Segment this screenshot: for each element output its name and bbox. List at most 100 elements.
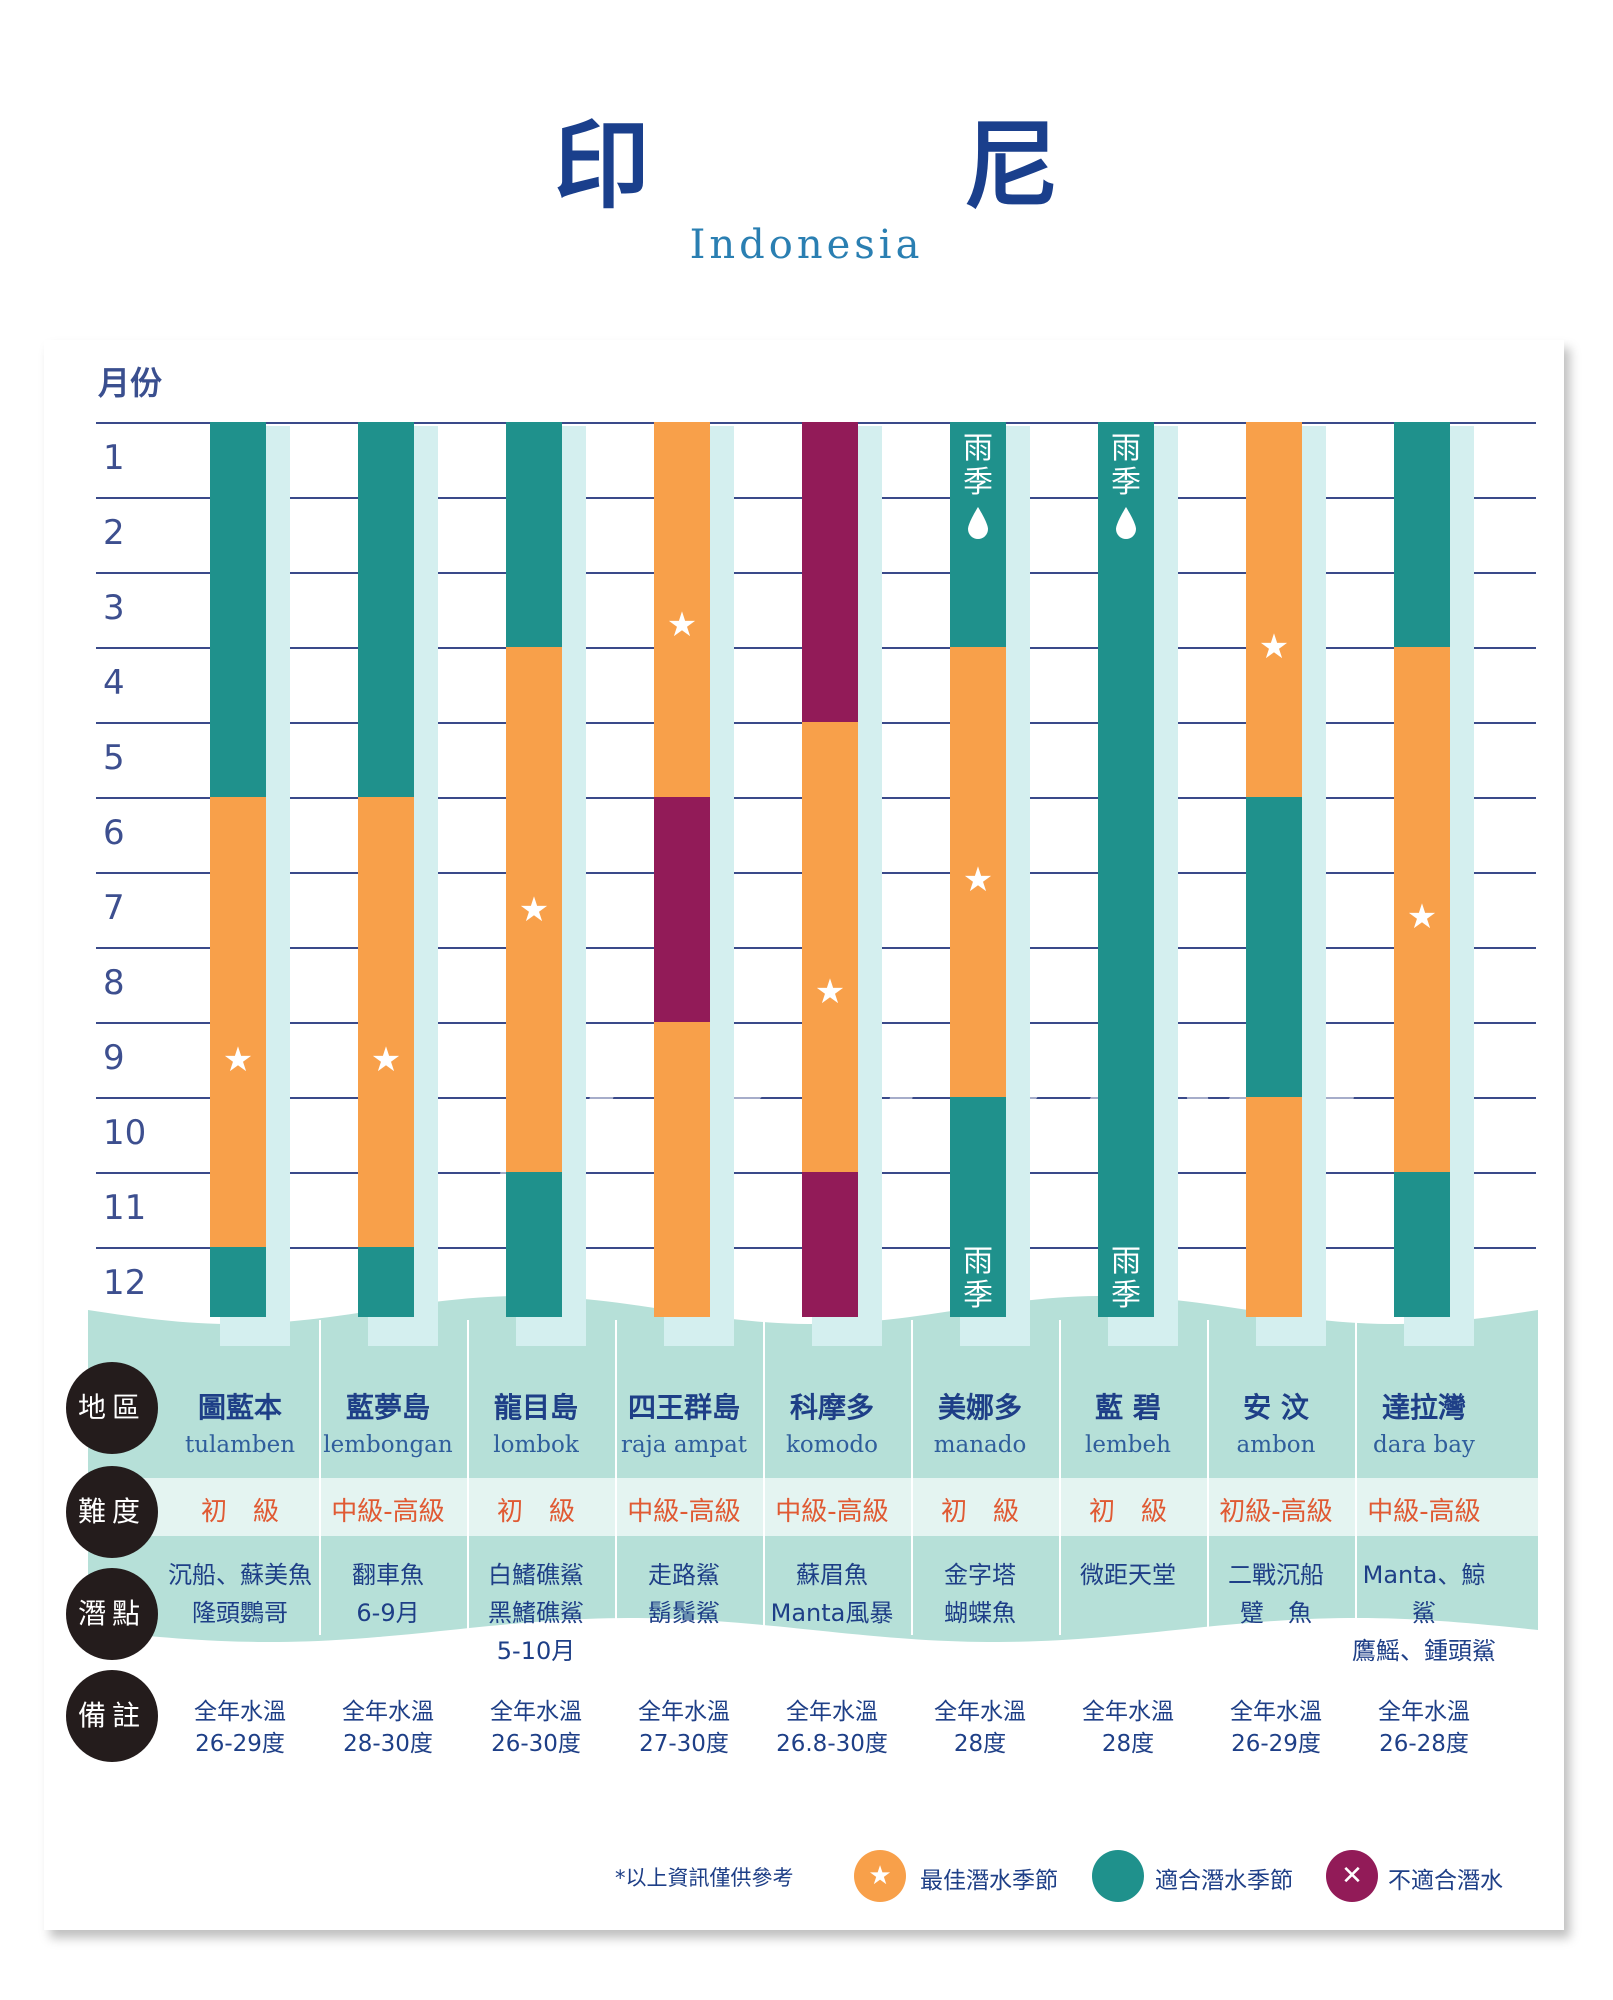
dive-spot-line: 二戰沉船 — [1228, 1561, 1324, 1589]
tick-label-month: 8 — [103, 963, 125, 1003]
dive-spot-line: 5-10月 — [496, 1637, 576, 1665]
site-difficulty: 中級-高級 — [775, 1497, 889, 1527]
site-name-en: lombok — [493, 1432, 579, 1458]
site-dive-spots: 蘇眉魚 Manta風暴 — [759, 1556, 905, 1632]
site-remarks: 全年水溫 26-29度 — [1203, 1696, 1349, 1760]
rain-season-label: 雨季 — [1111, 1244, 1141, 1313]
bar-segment-suitable — [210, 1247, 266, 1317]
row-label-difficulty: 難度 — [66, 1466, 158, 1558]
site-difficulty: 初 級 — [200, 1497, 279, 1527]
remark-line: 26-29度 — [195, 1731, 285, 1757]
cross-icon: ✕ — [1326, 1850, 1378, 1902]
site-name-en: lembeh — [1085, 1432, 1171, 1458]
site-name-zh: 美娜多 — [937, 1391, 1022, 1424]
dive-spot-line: 走路鯊 — [648, 1561, 720, 1589]
tick-label-month: 5 — [103, 738, 125, 778]
site-difficulty: 初級-高級 — [1219, 1497, 1333, 1527]
site-dive-spots: 翻車魚 6-9月 — [315, 1556, 461, 1632]
site-difficulty: 初 級 — [496, 1497, 575, 1527]
site-name-zh: 藍夢島 — [345, 1391, 430, 1424]
row-label-region: 地區 — [66, 1362, 158, 1454]
legend-best: 最佳潛水季節 — [920, 1868, 1058, 1894]
dive-spot-line: Manta風暴 — [770, 1599, 894, 1627]
rain-season-label: 雨季 — [963, 431, 993, 500]
tick-label-month: 3 — [103, 588, 125, 628]
row-label-spots: 潛點 — [66, 1568, 158, 1660]
star-icon: ★ — [222, 1039, 254, 1080]
site-name-zh: 圖藍本 — [197, 1391, 282, 1424]
tick-label-month: 7 — [103, 888, 125, 928]
dive-spot-line: 沉船、蘇美魚 — [168, 1561, 312, 1589]
remark-line: 全年水溫 — [490, 1699, 582, 1725]
bar-segment-suitable — [1394, 1172, 1450, 1317]
remark-line: 全年水溫 — [934, 1699, 1026, 1725]
star-icon: ★ — [854, 1850, 906, 1902]
info-band — [88, 1296, 1538, 1642]
site-remarks: 全年水溫 26-29度 — [167, 1696, 313, 1760]
remark-line: 27-30度 — [639, 1731, 729, 1757]
star-icon: ★ — [814, 972, 846, 1012]
site-dive-spots: 白鰭礁鯊 黑鰭礁鯊 5-10月 — [463, 1556, 609, 1670]
axis-title: 月份 — [98, 364, 163, 402]
site-dive-spots: 二戰沉船躄 魚 — [1203, 1556, 1349, 1632]
page-title: 印 尼 — [553, 110, 1200, 222]
star-icon: ★ — [370, 1039, 402, 1080]
dive-spot-line: 鷹鰩、鍾頭鯊 — [1352, 1637, 1496, 1665]
site-dive-spots: 沉船、蘇美魚 隆頭鸚哥 — [167, 1556, 313, 1632]
tick-label-month: 6 — [103, 813, 125, 853]
bar-segment-best — [210, 797, 266, 1247]
site-name-en: raja ampat — [620, 1432, 748, 1458]
site-difficulty: 中級-高級 — [1367, 1497, 1481, 1527]
dive-spot-line: 躄 魚 — [1240, 1599, 1312, 1627]
tick-label-month: 11 — [103, 1188, 147, 1228]
site-remarks: 全年水溫 28度 — [907, 1696, 1053, 1760]
remark-line: 28度 — [953, 1731, 1007, 1757]
star-icon: ★ — [666, 604, 698, 645]
tick-label-month: 1 — [103, 438, 125, 478]
bar-segment-best — [950, 647, 1006, 1097]
remark-line: 全年水溫 — [1378, 1699, 1470, 1725]
bar-segment-best — [802, 722, 858, 1172]
remark-line: 26-28度 — [1379, 1731, 1469, 1757]
legend-note: *以上資訊僅供參考 — [615, 1866, 794, 1890]
dive-spot-line: 微距天堂 — [1080, 1561, 1176, 1589]
star-icon: ★ — [518, 889, 550, 930]
site-difficulty: 中級-高級 — [627, 1497, 741, 1527]
bar-segment-best — [654, 1022, 710, 1317]
star-icon: ★ — [962, 859, 994, 900]
raindrop-icon — [1098, 506, 1154, 544]
dive-spot-line: 翻車魚 — [352, 1561, 424, 1589]
bar-segment-suitable — [506, 422, 562, 647]
remark-line: 28-30度 — [343, 1731, 433, 1757]
remark-line: 全年水溫 — [786, 1699, 878, 1725]
bar-segment-suitable — [1394, 422, 1450, 647]
raindrop-icon — [950, 506, 1006, 544]
page-subtitle: Indonesia — [689, 222, 924, 268]
tick-label-month: 2 — [103, 513, 125, 553]
site-dive-spots: 金字塔 蝴蝶魚 — [907, 1556, 1053, 1632]
star-icon: ★ — [1406, 897, 1438, 937]
site-dive-spots: Manta、鯨鯊鷹鰩、鍾頭鯊 — [1351, 1556, 1497, 1670]
bar-segment-best — [1246, 422, 1302, 797]
rain-season-label: 雨季 — [963, 1244, 993, 1313]
remark-line: 26-30度 — [491, 1731, 581, 1757]
site-remarks: 全年水溫 26.8-30度 — [759, 1696, 905, 1760]
dive-spot-line: 隆頭鸚哥 — [192, 1599, 288, 1627]
dive-spot-line: Manta、鯨鯊 — [1362, 1561, 1486, 1627]
remark-line: 全年水溫 — [1082, 1699, 1174, 1725]
bar-segment-unsuitable — [654, 797, 710, 1022]
remark-line: 全年水溫 — [1230, 1699, 1322, 1725]
dive-spot-line: 鬍鬚鯊 — [648, 1599, 720, 1627]
site-name-zh: 四王群島 — [627, 1391, 740, 1424]
difficulty-stripe — [88, 1478, 1538, 1536]
legend-unsuitable: 不適合潛水 — [1388, 1868, 1503, 1894]
site-difficulty: 初 級 — [1088, 1497, 1167, 1527]
bar-segment-suitable — [358, 422, 414, 797]
site-dive-spots: 走路鯊 鬍鬚鯊 — [611, 1556, 757, 1632]
site-difficulty: 中級-高級 — [331, 1497, 445, 1527]
bar-segment-unsuitable — [802, 1172, 858, 1317]
site-name-en: lembongan — [323, 1432, 453, 1458]
dive-spot-line: 黑鰭礁鯊 — [488, 1599, 584, 1627]
bar-segment-best — [654, 422, 710, 797]
bar-segment-best — [358, 797, 414, 1247]
